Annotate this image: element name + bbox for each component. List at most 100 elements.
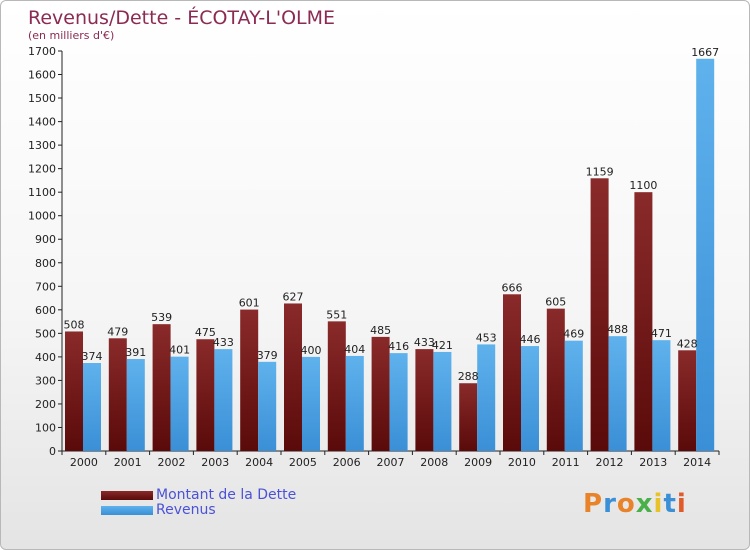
brand-letter: P [583, 489, 604, 519]
brand-letter: t [663, 489, 677, 519]
bar-dette [546, 308, 565, 451]
bar-revenus [258, 361, 277, 451]
bar-revenus [345, 355, 364, 451]
bar-revenus [608, 336, 627, 451]
y-tick-label: 500 [35, 327, 56, 340]
data-label-dette: 433 [414, 336, 435, 349]
data-label-revenus: 421 [432, 339, 453, 352]
data-label-dette: 605 [545, 296, 566, 309]
brand-letter: o [616, 489, 636, 519]
bar-dette [240, 309, 259, 451]
bar-revenus [214, 349, 233, 451]
data-label-revenus: 1667 [691, 46, 719, 59]
data-label-revenus: 453 [476, 331, 497, 344]
data-label-dette: 627 [283, 290, 304, 303]
chart-data-labels: 508 479 539 475 601 627 551 485 433 288 666 605 1159… [64, 46, 720, 383]
legend-label-revenus: Revenus [156, 502, 216, 518]
x-tick-label: 2007 [377, 456, 405, 469]
bar-dette [65, 331, 83, 451]
y-tick-label: 1200 [28, 163, 56, 176]
legend-swatch-dette [101, 491, 153, 500]
y-tick-label: 1500 [28, 92, 56, 105]
data-label-dette: 1100 [629, 179, 657, 192]
x-tick-label: 2001 [114, 456, 142, 469]
brand-letter: i [676, 489, 687, 519]
bar-revenus [652, 340, 671, 451]
data-label-revenus: 471 [651, 327, 672, 340]
bar-dette [634, 192, 653, 452]
chart-subtitle: (en milliers d'€) [28, 29, 115, 42]
y-tick-label: 600 [35, 304, 56, 317]
y-tick-label: 1100 [28, 186, 56, 199]
x-tick-label: 2011 [552, 456, 580, 469]
data-label-revenus: 416 [388, 340, 409, 353]
bar-dette [152, 324, 171, 451]
bar-dette [196, 339, 215, 451]
data-label-revenus: 404 [344, 343, 365, 356]
bar-dette [590, 178, 609, 451]
x-tick-label: 2013 [639, 456, 667, 469]
brand-letter: i [653, 489, 664, 519]
x-tick-label: 2005 [289, 456, 317, 469]
y-tick-label: 100 [35, 421, 56, 434]
bar-dette [503, 294, 521, 451]
data-label-dette: 475 [195, 326, 216, 339]
y-tick-label: 400 [35, 351, 56, 364]
bar-revenus [389, 353, 408, 451]
data-label-revenus: 469 [563, 328, 584, 341]
bar-revenus [302, 356, 320, 451]
y-tick-label: 0 [49, 445, 56, 458]
proxiti-logo: Proxiti [583, 489, 687, 519]
y-tick-label: 300 [35, 374, 56, 387]
data-label-dette: 485 [370, 324, 391, 337]
data-label-dette: 551 [326, 308, 347, 321]
bar-dette [284, 303, 302, 451]
data-label-dette: 666 [502, 281, 523, 294]
x-tick-label: 2014 [683, 456, 711, 469]
data-label-revenus: 379 [257, 349, 278, 362]
bar-dette [415, 349, 434, 451]
x-tick-label: 2000 [70, 456, 98, 469]
bar-revenus [170, 356, 189, 451]
bar-dette [459, 383, 478, 451]
y-tick-label: 1000 [28, 210, 56, 223]
y-tick-label: 1300 [28, 139, 56, 152]
x-tick-label: 2003 [201, 456, 229, 469]
y-tick-label: 200 [35, 398, 56, 411]
y-tick-label: 900 [35, 233, 56, 246]
bar-revenus [83, 363, 101, 451]
data-label-revenus: 374 [82, 350, 103, 363]
x-tick-label: 2006 [333, 456, 361, 469]
x-tick-label: 2008 [420, 456, 448, 469]
data-label-dette: 479 [107, 325, 128, 338]
x-tick-label: 2012 [596, 456, 624, 469]
bar-revenus [126, 359, 145, 451]
data-label-dette: 428 [677, 337, 698, 350]
legend-label-dette: Montant de la Dette [156, 487, 297, 503]
data-label-revenus: 433 [213, 336, 234, 349]
chart-title: Revenus/Dette - ÉCOTAY-L'OLME [28, 7, 336, 29]
y-tick-label: 1400 [28, 116, 56, 129]
chart-bars [65, 58, 715, 452]
bar-revenus [696, 58, 715, 451]
x-tick-label: 2002 [158, 456, 186, 469]
bar-revenus [433, 351, 452, 451]
data-label-dette: 508 [64, 318, 85, 331]
data-label-revenus: 488 [607, 323, 628, 336]
bar-dette [327, 321, 346, 451]
data-label-revenus: 391 [125, 346, 146, 359]
y-tick-label: 800 [35, 257, 56, 270]
brand-letter: x [635, 489, 654, 519]
x-tick-label: 2010 [508, 456, 536, 469]
bar-revenus [564, 340, 583, 451]
y-tick-label: 700 [35, 280, 56, 293]
data-label-revenus: 446 [520, 333, 541, 346]
y-tick-label: 1600 [28, 69, 56, 82]
bar-dette [371, 336, 390, 451]
brand-letter: r [603, 489, 617, 519]
data-label-dette: 601 [239, 297, 260, 310]
x-tick-label: 2009 [464, 456, 492, 469]
data-label-revenus: 400 [301, 344, 322, 357]
data-label-revenus: 401 [169, 344, 190, 357]
